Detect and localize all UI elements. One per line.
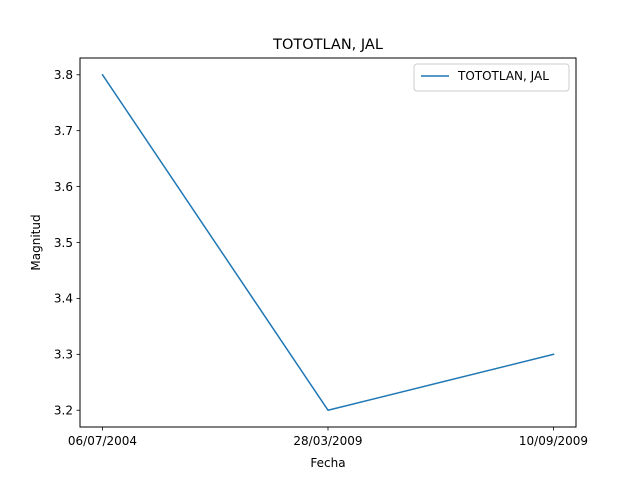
chart-title: TOTOTLAN, JAL [272,37,383,53]
x-axis: 06/07/2004 28/03/2009 10/09/2009 [68,427,588,448]
series-line [101,73,555,411]
y-tick-label: 3.3 [54,348,73,362]
legend-box [413,63,570,92]
y-axis-label: Magnitud [29,214,43,270]
y-tick-label: 3.8 [54,68,73,82]
y-tick-label: 3.7 [54,124,73,138]
y-tick-label: 3.6 [54,180,73,194]
legend-label: TOTOTLAN, JAL [457,69,549,83]
y-tick-label: 3.2 [54,404,73,418]
y-tick-label: 3.4 [54,292,73,306]
x-axis-label: Fecha [310,456,345,470]
y-tick-label: 3.5 [54,236,73,250]
x-tick-label: 28/03/2009 [293,434,362,448]
y-axis: 3.2 3.3 3.4 3.5 3.6 3.7 3.8 [54,68,80,418]
series-layer [101,73,555,411]
x-tick-label: 06/07/2004 [68,434,137,448]
legend: TOTOTLAN, JAL [413,63,570,92]
x-tick-label: 10/09/2009 [519,434,588,448]
